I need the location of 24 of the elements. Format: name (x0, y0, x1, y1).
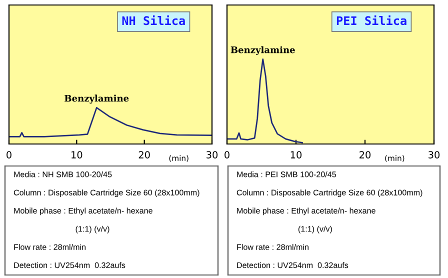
text: Media : NH SMB 100-20/45 (14, 171, 112, 178)
text: Flow rate : 28ml/min (14, 244, 86, 250)
text: (1:1) (v/v) (76, 226, 110, 234)
x-tick-label: 30 (428, 151, 440, 158)
x-tick-label: 10 (290, 151, 302, 158)
x-tick-label: 30 (206, 151, 218, 158)
annotation: Benzylamine (230, 46, 295, 56)
chart-title: NH Silica (122, 15, 185, 26)
text: Media : PEI SMB 100-20/45 (237, 171, 336, 178)
text: Flow rate : 28ml/min (237, 244, 308, 250)
text: Detection : UV254nm 0.32aufs (237, 262, 348, 268)
x-tick-label: 0 (6, 151, 12, 158)
x-tick-label: 0 (224, 151, 230, 158)
annotation: Benzylamine (64, 94, 129, 104)
text: Column : Disposable Cartridge Size 60 (28x100mm) (14, 189, 200, 198)
text: Detection : UV254nm 0.32aufs (14, 262, 126, 268)
text: Mobile phase : Ethyl acetate/n- hexane (14, 208, 152, 216)
x-tick-label: 20 (360, 151, 371, 158)
x-tick-label: 20 (138, 151, 150, 158)
x-tick-label: 10 (72, 151, 82, 158)
text: Mobile phase : Ethyl acetate/n- hexane (237, 208, 376, 216)
text: (1:1) (v/v) (298, 226, 332, 234)
chart-title: PEI Silica (336, 15, 406, 26)
text: Column : Disposable Cartridge Size 60 (28x100mm) (236, 189, 422, 198)
